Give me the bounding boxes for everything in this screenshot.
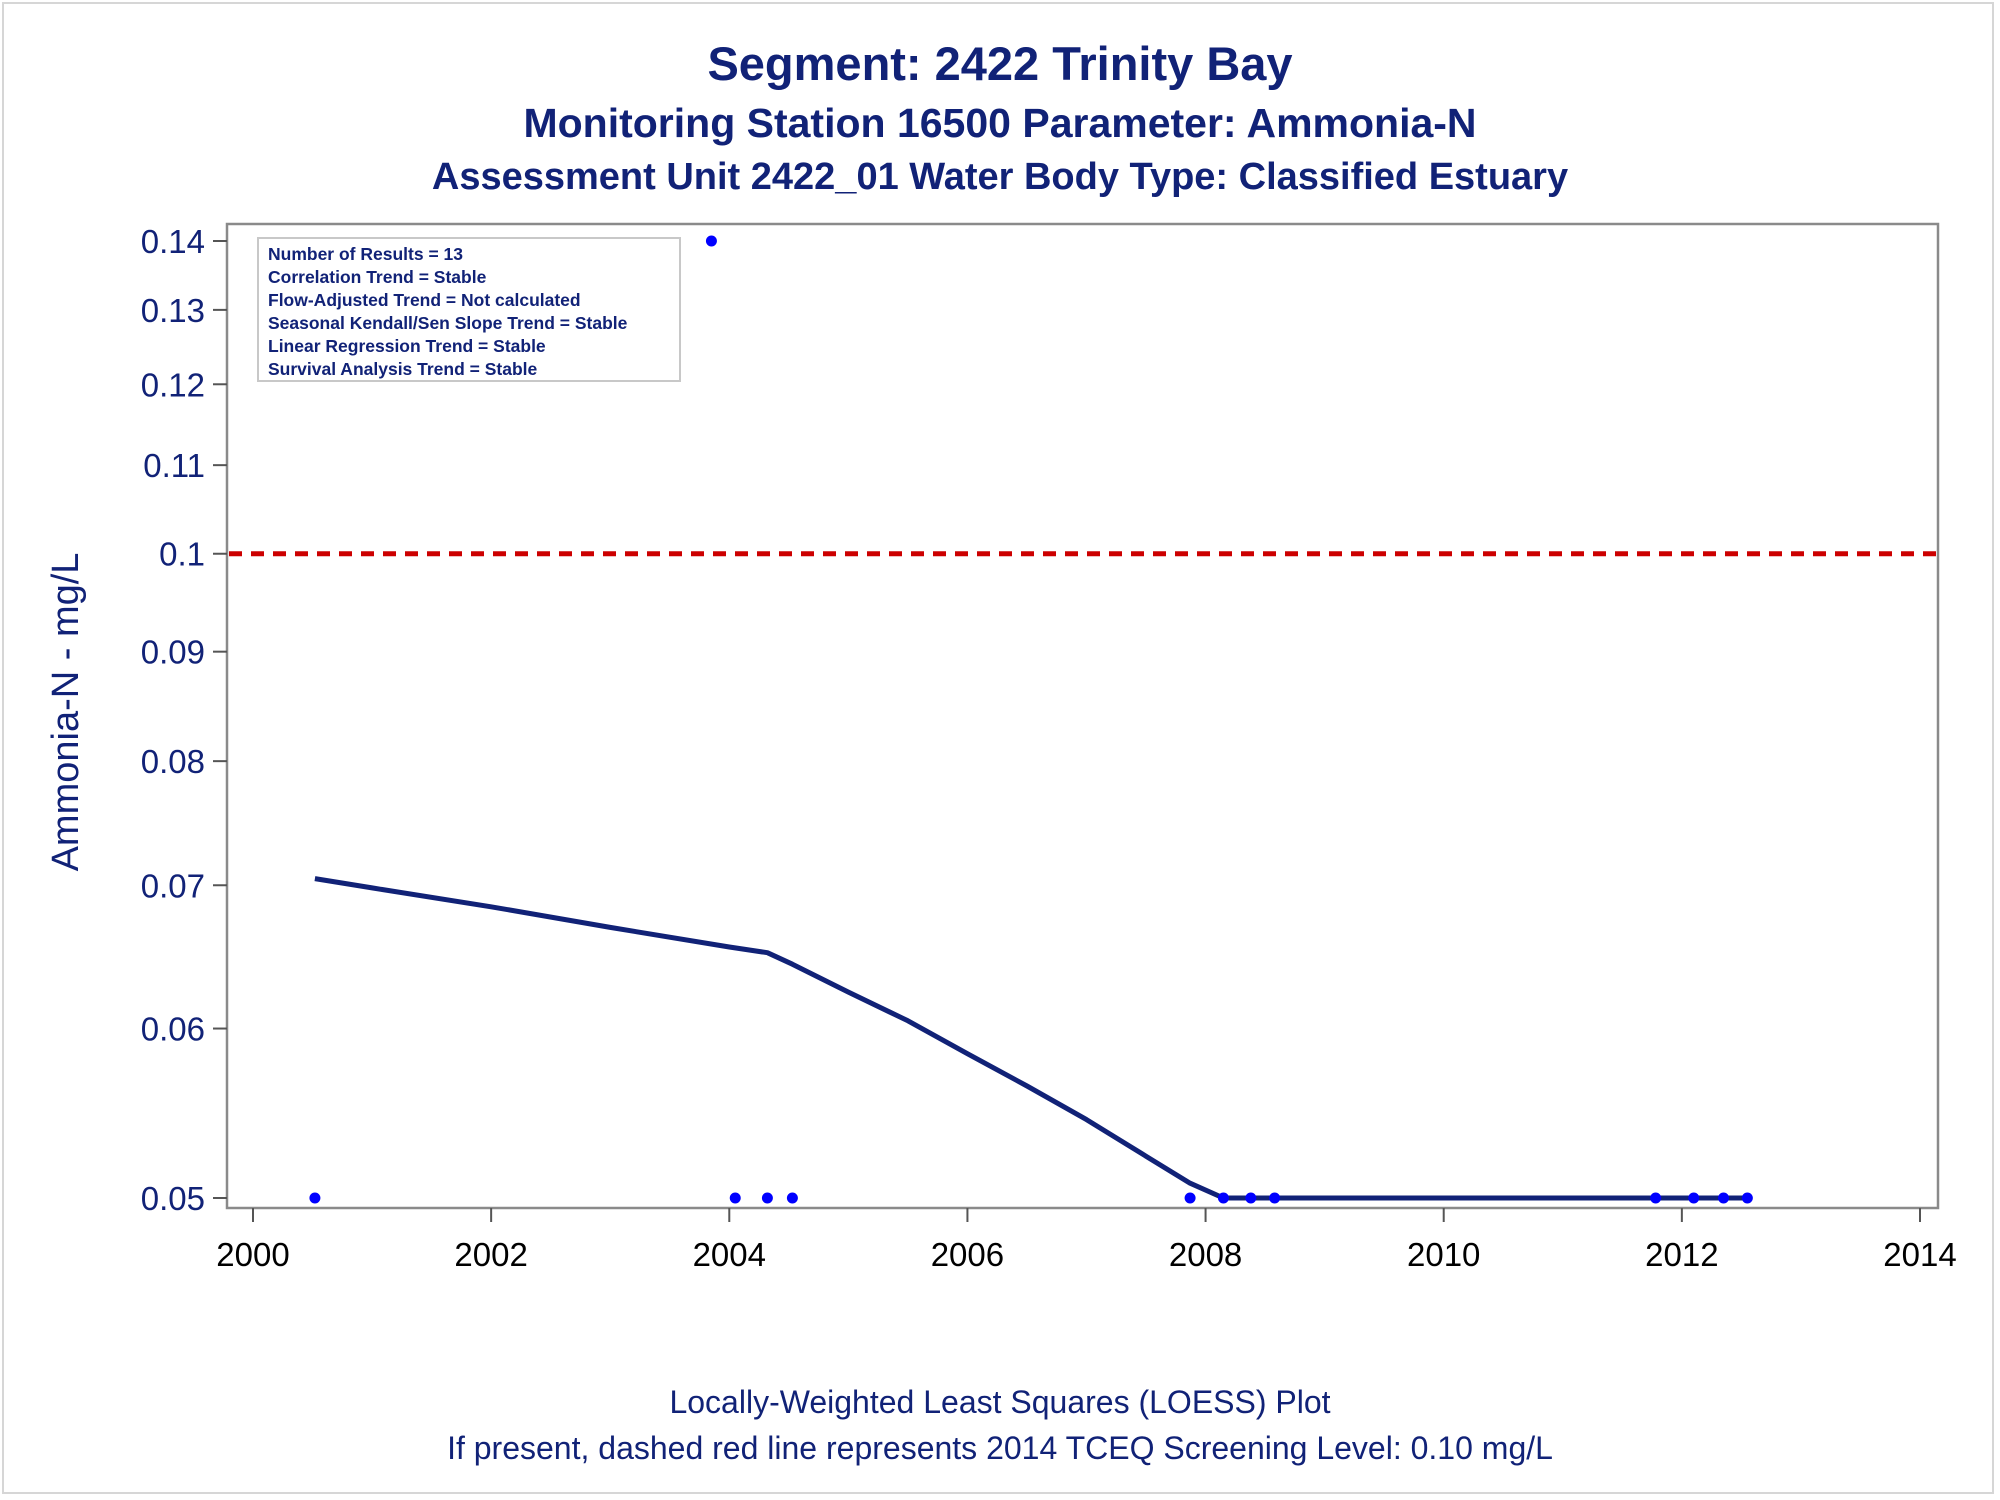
stats-box-line: Correlation Trend = Stable <box>268 267 487 287</box>
data-point <box>1741 1192 1753 1204</box>
stats-box-line: Seasonal Kendall/Sen Slope Trend = Stabl… <box>268 313 628 333</box>
data-point <box>1245 1192 1257 1204</box>
x-tick-label: 2004 <box>693 1236 766 1273</box>
y-tick-label: 0.09 <box>141 634 205 671</box>
y-axis-label: Ammonia-N - mg/L <box>45 553 87 872</box>
footer-screening-note: If present, dashed red line represents 2… <box>447 1430 1553 1466</box>
x-tick-label: 2012 <box>1645 1236 1718 1273</box>
y-tick-label: 0.06 <box>141 1011 205 1048</box>
stats-box-line: Flow-Adjusted Trend = Not calculated <box>268 290 581 310</box>
data-point <box>1269 1192 1281 1204</box>
x-tick-label: 2002 <box>454 1236 527 1273</box>
chart-subtitle-station: Monitoring Station 16500 Parameter: Ammo… <box>523 100 1477 146</box>
x-tick-label: 2010 <box>1407 1236 1480 1273</box>
x-tick-label: 2000 <box>216 1236 289 1273</box>
x-tick-label: 2008 <box>1169 1236 1242 1273</box>
y-tick-label: 0.14 <box>141 223 205 260</box>
stats-box-line: Number of Results = 13 <box>268 244 463 264</box>
data-point <box>1217 1192 1229 1204</box>
chart-subtitle-assessment: Assessment Unit 2422_01 Water Body Type:… <box>431 156 1569 198</box>
stats-box-line: Linear Regression Trend = Stable <box>268 336 546 356</box>
y-tick-label: 0.05 <box>141 1180 205 1217</box>
data-point <box>729 1192 741 1204</box>
y-tick-label: 0.13 <box>141 292 205 329</box>
y-tick-label: 0.1 <box>159 536 205 573</box>
chart-title: Segment: 2422 Trinity Bay <box>707 37 1293 90</box>
data-point <box>705 235 717 247</box>
y-tick-label: 0.07 <box>141 867 205 904</box>
data-point <box>786 1192 798 1204</box>
data-point <box>1184 1192 1196 1204</box>
stats-box-line: Survival Analysis Trend = Stable <box>268 359 538 379</box>
data-point <box>1718 1192 1730 1204</box>
plot-area-border <box>225 222 1940 1210</box>
data-point <box>761 1192 773 1204</box>
data-point <box>1688 1192 1700 1204</box>
y-tick-label: 0.08 <box>141 743 205 780</box>
footer-plot-type: Locally-Weighted Least Squares (LOESS) P… <box>669 1384 1331 1420</box>
y-tick-label: 0.12 <box>141 366 205 403</box>
y-tick-label: 0.11 <box>143 447 205 484</box>
x-tick-label: 2014 <box>1883 1236 1956 1273</box>
stats-box <box>257 237 681 382</box>
x-tick-label: 2006 <box>931 1236 1004 1273</box>
loess-line <box>314 876 1748 1201</box>
data-point <box>1650 1192 1662 1204</box>
data-point <box>309 1192 321 1204</box>
